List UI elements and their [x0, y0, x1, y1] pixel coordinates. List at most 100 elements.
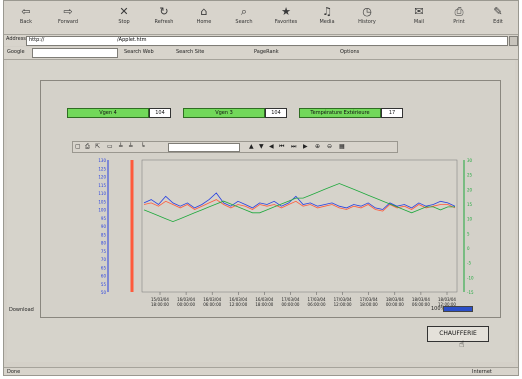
- readout-value-vgen4: 104: [149, 108, 171, 118]
- print-button[interactable]: ⎙ Print: [441, 4, 477, 32]
- readout-value-temperature: 17: [381, 108, 403, 118]
- google-search-input[interactable]: [32, 48, 118, 58]
- mail-button[interactable]: ✉ Mail: [401, 4, 437, 32]
- x-tick-label-date: 17/03/04: [360, 297, 378, 302]
- refresh-button[interactable]: ↻ Refresh: [146, 4, 182, 32]
- chart-progress-fill: [444, 307, 472, 311]
- right-tick-label: 0: [467, 246, 470, 251]
- x-tick-label-date: 17/03/04: [334, 297, 352, 302]
- right-tick-label: -5: [467, 261, 471, 266]
- x-tick-label-date: 16/03/04: [177, 297, 195, 302]
- chart-zoom-out-icon[interactable]: ⊖: [327, 143, 333, 150]
- browser-toolbar: ⇦ Back ⇨ Forward ✕ Stop ↻ Refresh ⌂ Home ⌕ Sea…: [4, 1, 518, 35]
- chart-copy-icon[interactable]: ▭: [107, 143, 113, 150]
- chart-align3-icon[interactable]: ╘: [141, 143, 145, 150]
- left-tick-label: 80: [101, 241, 107, 246]
- right-tick-label: 5: [467, 231, 470, 236]
- left-tick-label: 125: [98, 166, 106, 171]
- browser-window: ⇦ Back ⇨ Forward ✕ Stop ↻ Refresh ⌂ Home ⌕ Sea…: [3, 0, 519, 376]
- readout-label-vgen3: Vgen 3: [183, 108, 265, 118]
- x-tick-label-time: 06:00:00: [308, 302, 326, 307]
- forward-button[interactable]: ⇨ Forward: [50, 4, 86, 32]
- search-button[interactable]: ⌕ Search: [226, 4, 262, 32]
- search-site-button[interactable]: Search Site: [176, 49, 205, 55]
- left-tick-label: 85: [101, 232, 107, 237]
- x-tick-label-time: 12:00:00: [229, 302, 247, 307]
- left-tick-label: 95: [101, 216, 107, 221]
- stop-button[interactable]: ✕ Stop: [106, 4, 142, 32]
- x-tick-label-date: 17/03/04: [281, 297, 299, 302]
- left-tick-label: 75: [101, 249, 107, 254]
- chaufferie-button[interactable]: CHAUFFERIE: [427, 326, 489, 342]
- address-prefix: http://: [29, 37, 45, 43]
- chart-right-icon[interactable]: ▶: [303, 143, 308, 150]
- right-tick-label: -15: [467, 290, 474, 295]
- left-tick-label: 60: [101, 274, 107, 279]
- page-content: Vgen 4 104 Vgen 3 104 Température Extéri…: [7, 60, 515, 362]
- options-button[interactable]: Options: [340, 49, 360, 55]
- right-tick-label: 20: [467, 187, 473, 192]
- edit-button[interactable]: ✎ Edit: [480, 4, 516, 32]
- chart-progress-bar: [443, 306, 473, 312]
- chart-first-icon[interactable]: ⏮: [279, 143, 285, 150]
- media-button[interactable]: ♫ Media: [309, 4, 345, 32]
- address-input[interactable]: http:// /Applet.htm: [26, 36, 508, 46]
- search-web-button[interactable]: Search Web: [124, 49, 154, 55]
- trend-chart: 1301251201151101051009590858075706560555…: [98, 158, 474, 307]
- back-button[interactable]: ⇦ Back: [8, 4, 44, 32]
- x-tick-label-time: 18:00:00: [151, 302, 169, 307]
- chart-down-icon[interactable]: ▼: [259, 143, 264, 150]
- search-icon: ⌕: [240, 5, 248, 18]
- chart-zoom-in-icon[interactable]: ⊕: [315, 143, 321, 150]
- media-icon: ♫: [322, 5, 332, 18]
- google-logo[interactable]: Google: [7, 49, 25, 55]
- series-line-2: [143, 183, 455, 223]
- x-tick-label-date: 16/03/04: [203, 297, 221, 302]
- left-tick-label: 50: [101, 290, 107, 295]
- chart-series-select[interactable]: [168, 143, 240, 152]
- chart-print-icon[interactable]: ⎙: [85, 143, 90, 150]
- readout-label-vgen4: Vgen 4: [67, 108, 149, 118]
- favorites-icon: ★: [281, 5, 291, 18]
- readout-value-vgen3: 104: [265, 108, 287, 118]
- left-tick-label: 100: [98, 208, 106, 213]
- chart-left-icon[interactable]: ◀: [269, 143, 274, 150]
- left-tick-label: 90: [101, 224, 107, 229]
- address-dropdown-button[interactable]: [509, 36, 518, 46]
- chart-last-icon[interactable]: ⏭: [291, 143, 297, 150]
- x-tick-label-time: 18:00:00: [360, 302, 378, 307]
- x-tick-label-date: 15/03/04: [151, 297, 169, 302]
- x-tick-label-date: 16/03/04: [229, 297, 247, 302]
- stop-icon: ✕: [119, 5, 129, 18]
- home-icon: ⌂: [200, 5, 208, 18]
- chart-status-text: Download: [9, 307, 34, 313]
- right-tick-label: 30: [467, 158, 473, 163]
- series-line-0: [143, 192, 456, 210]
- chart-toolbar: ▢ ⎙ ⇱ ▭ ╧ ╧ ╘ ▲ ▼ ◀ ⏮ ⏭ ▶ ⊕ ⊖ ▦: [72, 141, 398, 153]
- internet-zone-label: Internet: [472, 369, 492, 375]
- forward-arrow-icon: ⇨: [63, 5, 73, 18]
- home-button[interactable]: ⌂ Home: [186, 4, 222, 32]
- history-icon: ◷: [362, 5, 372, 18]
- back-arrow-icon: ⇦: [21, 5, 31, 18]
- mail-icon: ✉: [414, 5, 424, 18]
- address-label: Address: [6, 36, 26, 42]
- chart-align2-icon[interactable]: ╧: [129, 143, 133, 150]
- plot-area: [141, 159, 458, 293]
- google-toolbar: Google Search Web Search Site PageRank O…: [4, 47, 518, 60]
- chart-grid-icon[interactable]: ▦: [339, 143, 345, 150]
- refresh-icon: ↻: [159, 5, 169, 18]
- x-tick-label-date: 17/03/04: [308, 297, 326, 302]
- edit-icon: ✎: [493, 5, 503, 18]
- chart-progress-percent: 100%: [431, 306, 446, 312]
- chart-up-icon[interactable]: ▲: [249, 143, 254, 150]
- history-button[interactable]: ◷ History: [349, 4, 385, 32]
- x-tick-label-time: 00:00:00: [386, 302, 404, 307]
- chart-new-icon[interactable]: ▢: [75, 143, 81, 150]
- status-text: Done: [7, 369, 21, 375]
- chart-cursor-icon[interactable]: ⇱: [95, 143, 101, 150]
- left-tick-label: 110: [98, 191, 106, 196]
- left-tick-label: 130: [98, 158, 106, 163]
- favorites-button[interactable]: ★ Favorites: [268, 4, 304, 32]
- chart-align-icon[interactable]: ╧: [119, 143, 123, 150]
